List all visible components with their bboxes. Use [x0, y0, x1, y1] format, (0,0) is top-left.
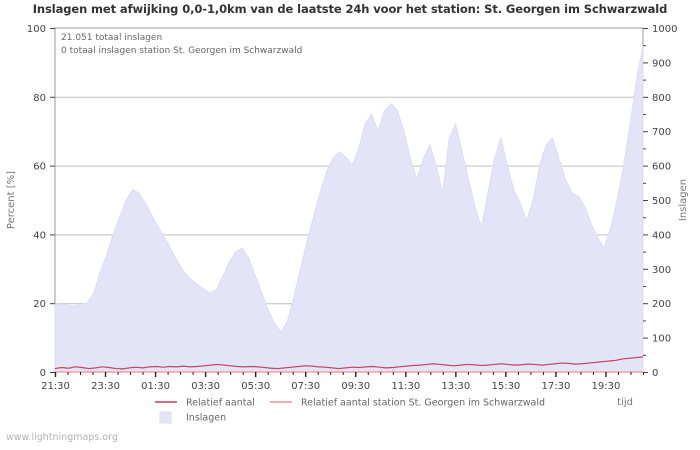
chart-title: Inslagen met afwijking 0,0-1,0km van de …: [32, 2, 668, 16]
line-series-relatief-aantal: [54, 356, 644, 370]
legend-swatch-marker: [159, 411, 172, 424]
xtick-label: 05:30: [241, 381, 270, 392]
ytick-label-right: 200: [652, 299, 671, 310]
ytick-label-right: 800: [652, 93, 671, 104]
legend-label: Inslagen: [186, 413, 226, 424]
ytick-label-left: 40: [33, 230, 46, 241]
ytick-label-right: 400: [652, 230, 671, 241]
ytick-label-left: 80: [33, 93, 46, 104]
ytick-label-left: 100: [27, 24, 46, 35]
watermark-label: www.lightningmaps.org: [6, 432, 118, 443]
legend-label: Relatief aantal: [186, 398, 255, 409]
ytick-label-right: 600: [652, 162, 671, 173]
xtick-label: 11:30: [391, 381, 420, 392]
plot-annotation-1: 0 totaal inslagen station St. Georgen im…: [61, 46, 302, 56]
xtick-label: 23:30: [91, 381, 120, 392]
xtick-label: 21:30: [41, 381, 70, 392]
xtick-label: 01:30: [141, 381, 170, 392]
area-series-inslagen: [54, 45, 644, 373]
ytick-label-left: 20: [33, 299, 46, 310]
legend-item: Relatief aantal: [155, 398, 255, 409]
ytick-label-right: 700: [652, 127, 671, 138]
ytick-label-right: 900: [652, 58, 671, 69]
ytick-label-right: 300: [652, 265, 671, 276]
legend-label: Relatief aantal station St. Georgen im S…: [301, 398, 545, 409]
plot-annotation-0: 21.051 totaal inslagen: [61, 33, 162, 43]
xtick-label: 15:30: [491, 381, 520, 392]
ytick-label-right: 0: [652, 368, 658, 379]
xtick-label: 13:30: [441, 381, 470, 392]
ytick-label-left: 0: [40, 368, 46, 379]
y-axis-title-left: Percent [%]: [6, 171, 17, 229]
xtick-label: 09:30: [341, 381, 370, 392]
y-axis-title-right: Inslagen: [678, 179, 689, 221]
xtick-label: 17:30: [542, 381, 571, 392]
ytick-label-right: 500: [652, 196, 671, 207]
xtick-label: 03:30: [191, 381, 220, 392]
ytick-label-right: 100: [652, 334, 671, 345]
ytick-label-left: 60: [33, 162, 46, 173]
x-axis-title: tijd: [617, 397, 633, 408]
xtick-label: 07:30: [291, 381, 320, 392]
xtick-label: 19:30: [592, 381, 621, 392]
legend-item: Inslagen: [159, 411, 226, 424]
legend-item: Relatief aantal station St. Georgen im S…: [270, 398, 545, 409]
ytick-label-right: 1000: [652, 24, 677, 35]
